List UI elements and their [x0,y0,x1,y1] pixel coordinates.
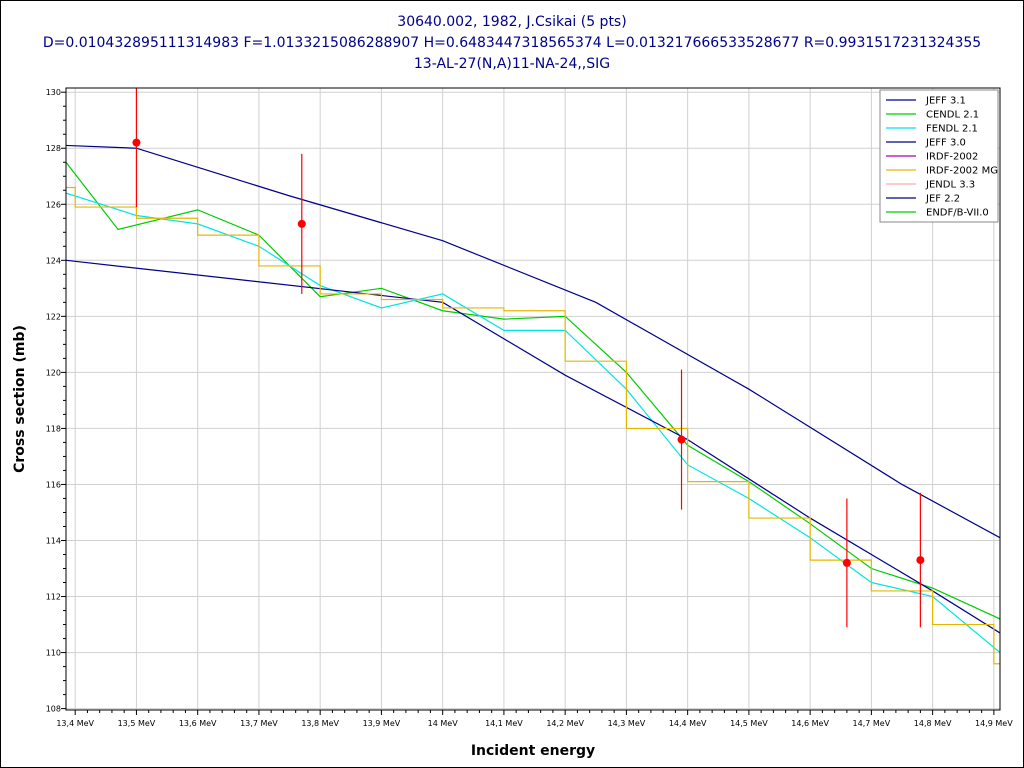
series-line-jeff-3-1 [66,144,1000,539]
x-tick-label: 14,2 MeV [546,719,584,728]
x-tick-label: 14 MeV [428,719,459,728]
data-point [916,556,925,565]
legend-label: JENDL 3.3 [925,180,975,191]
legend-label: FENDL 2.1 [926,124,978,135]
chart-subtitle-reaction: 13-AL-27(N,A)11-NA-24,,SIG [413,56,611,72]
series-group [66,144,1000,665]
series-line-cendl-2-1 [66,161,1000,620]
x-tick-label: 13,8 MeV [301,719,339,728]
x-tick-label: 14,4 MeV [669,719,707,728]
y-tick-label: 108 [46,705,61,714]
x-axis-title: Incident energy [471,743,595,759]
x-tick-label: 14,3 MeV [608,719,646,728]
data-point [677,435,686,444]
x-tick-label: 13,6 MeV [179,719,217,728]
x-tick-label: 14,7 MeV [853,719,891,728]
legend-label: CENDL 2.1 [926,110,979,121]
legend-label: JEF 2.2 [925,194,960,205]
legend-label: JEFF 3.0 [925,138,966,149]
series-line-irdf-2002-mg [66,186,1000,665]
x-tick-label: 14,9 MeV [975,719,1013,728]
x-tick-label: 14,8 MeV [914,719,952,728]
legend-label: IRDF-2002 MG [926,166,998,177]
x-tick-label: 13,4 MeV [56,719,94,728]
x-tick-label: 13,5 MeV [118,719,156,728]
y-tick-label: 116 [46,480,61,489]
plot-area [66,88,1000,710]
plot-border [65,87,1001,711]
y-tick-label: 114 [46,536,61,545]
x-tick-label: 14,1 MeV [485,719,523,728]
x-tick-label: 13,9 MeV [363,719,401,728]
legend-label: JEFF 3.1 [925,96,966,107]
data-point [297,219,306,228]
y-tick-label: 118 [46,424,61,433]
y-tick-label: 130 [46,88,61,97]
y-tick-label: 122 [46,312,61,321]
legend-label: ENDF/B-VII.0 [926,208,989,219]
y-axis-title: Cross section (mb) [12,325,28,473]
y-tick-label: 128 [46,144,61,153]
y-tick-label: 126 [46,200,61,209]
data-point [132,138,141,147]
data-point [842,558,851,567]
chart-title: 30640.002, 1982, J.Csikai (5 pts) [397,14,627,30]
x-tick-label: 14,6 MeV [791,719,829,728]
x-tick-label: 13,7 MeV [240,719,278,728]
y-tick-label: 112 [46,593,61,602]
legend-label: IRDF-2002 [926,152,978,163]
y-tick-label: 110 [46,649,61,658]
x-tick-label: 14,5 MeV [730,719,768,728]
y-tick-label: 120 [46,368,61,377]
y-tick-label: 124 [46,256,61,265]
chart-subtitle-parameters: D=0.010432895111314983 F=1.0133215086288… [42,35,982,51]
